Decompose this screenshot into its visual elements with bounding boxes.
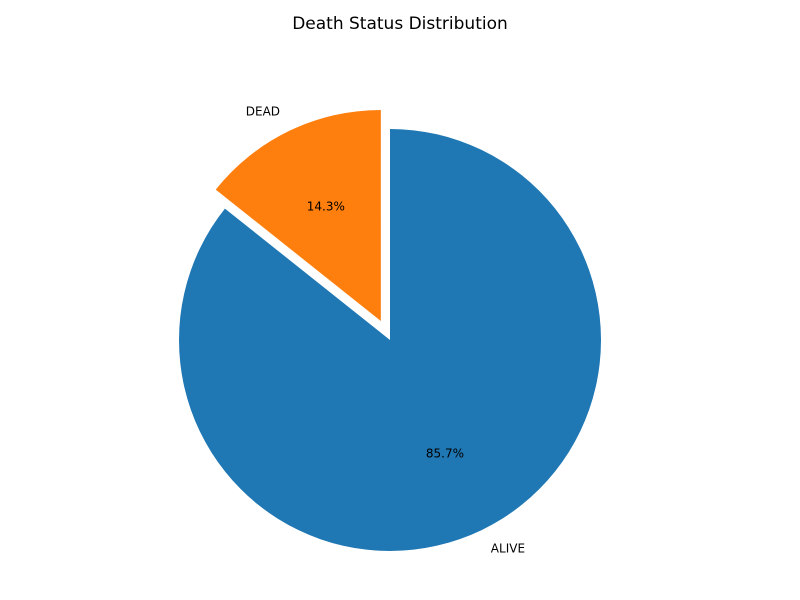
slice-label-alive: ALIVE <box>491 542 525 556</box>
slice-percent-dead: 14.3% <box>307 199 345 213</box>
slice-label-dead: DEAD <box>246 104 280 118</box>
pie-slices <box>179 109 602 551</box>
pie-slice-alive <box>179 129 602 551</box>
pie-slice-dead <box>215 109 381 321</box>
chart-title: Death Status Distribution <box>292 14 508 34</box>
slice-percent-alive: 85.7% <box>426 447 464 461</box>
pie-labels: ALIVE 85.7% DEAD 14.3% <box>246 104 525 555</box>
